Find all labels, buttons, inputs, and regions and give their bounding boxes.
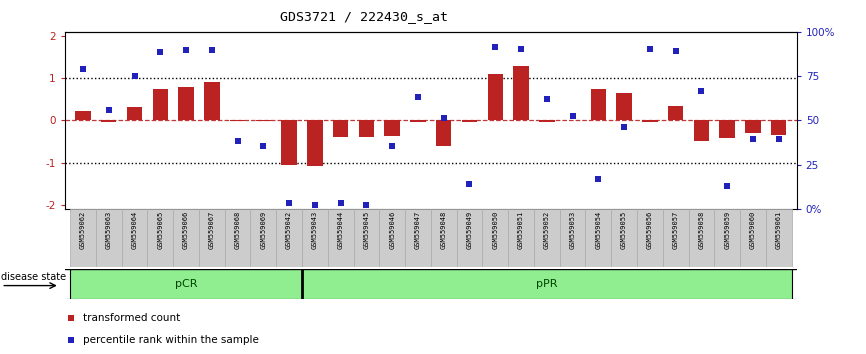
- Text: GSM559058: GSM559058: [698, 211, 704, 249]
- Text: GSM559067: GSM559067: [209, 211, 215, 249]
- Bar: [229, 120, 245, 121]
- Bar: [720, 120, 735, 138]
- Text: GSM559055: GSM559055: [621, 211, 627, 249]
- Bar: [714, 209, 740, 267]
- Bar: [771, 120, 786, 135]
- Text: GSM559046: GSM559046: [389, 211, 395, 249]
- Bar: [559, 209, 585, 267]
- Bar: [121, 209, 147, 267]
- Text: GSM559056: GSM559056: [647, 211, 653, 249]
- Bar: [617, 93, 632, 120]
- Bar: [430, 209, 456, 267]
- Bar: [611, 209, 637, 267]
- Text: GSM559069: GSM559069: [261, 211, 267, 249]
- Bar: [70, 269, 302, 299]
- Text: GSM559048: GSM559048: [441, 211, 447, 249]
- Bar: [585, 209, 611, 267]
- Text: GSM559066: GSM559066: [183, 211, 189, 249]
- Text: GSM559050: GSM559050: [492, 211, 498, 249]
- Bar: [224, 209, 250, 267]
- Bar: [662, 209, 688, 267]
- Bar: [327, 209, 353, 267]
- Bar: [255, 120, 271, 121]
- Bar: [281, 120, 297, 165]
- Text: percentile rank within the sample: percentile rank within the sample: [83, 335, 259, 345]
- Text: GSM559062: GSM559062: [80, 211, 86, 249]
- Text: GSM559054: GSM559054: [595, 211, 601, 249]
- Text: GSM559065: GSM559065: [158, 211, 164, 249]
- Text: GSM559049: GSM559049: [467, 211, 473, 249]
- Bar: [173, 209, 199, 267]
- Bar: [96, 209, 121, 267]
- Bar: [276, 209, 302, 267]
- Bar: [353, 209, 379, 267]
- Bar: [514, 65, 529, 120]
- Bar: [740, 209, 766, 267]
- Text: GSM559063: GSM559063: [106, 211, 112, 249]
- Text: GSM559057: GSM559057: [673, 211, 679, 249]
- Bar: [405, 209, 430, 267]
- Text: GSM559047: GSM559047: [415, 211, 421, 249]
- Bar: [766, 209, 792, 267]
- Bar: [591, 89, 606, 120]
- Bar: [302, 209, 327, 267]
- Bar: [307, 120, 323, 166]
- Bar: [152, 89, 168, 120]
- Text: GDS3721 / 222430_s_at: GDS3721 / 222430_s_at: [280, 10, 448, 23]
- Text: GSM559061: GSM559061: [776, 211, 782, 249]
- Bar: [75, 111, 91, 120]
- Bar: [199, 209, 224, 267]
- Bar: [462, 120, 477, 122]
- Bar: [178, 87, 194, 120]
- Bar: [147, 209, 173, 267]
- Bar: [410, 120, 426, 122]
- Bar: [250, 209, 276, 267]
- Bar: [668, 105, 683, 120]
- Text: GSM559064: GSM559064: [132, 211, 138, 249]
- Bar: [482, 209, 508, 267]
- Bar: [385, 120, 400, 136]
- Bar: [642, 120, 657, 122]
- Bar: [745, 120, 760, 133]
- Text: pPR: pPR: [536, 279, 558, 289]
- Text: GSM559042: GSM559042: [286, 211, 292, 249]
- Text: GSM559052: GSM559052: [544, 211, 550, 249]
- Text: GSM559059: GSM559059: [724, 211, 730, 249]
- Text: GSM559045: GSM559045: [364, 211, 370, 249]
- Bar: [359, 120, 374, 137]
- Text: GSM559051: GSM559051: [518, 211, 524, 249]
- Bar: [508, 209, 534, 267]
- Bar: [302, 269, 792, 299]
- Bar: [539, 120, 554, 122]
- Bar: [126, 107, 142, 120]
- Bar: [379, 209, 405, 267]
- Bar: [534, 209, 559, 267]
- Text: GSM559060: GSM559060: [750, 211, 756, 249]
- Bar: [456, 209, 482, 267]
- Bar: [637, 209, 662, 267]
- Text: pCR: pCR: [175, 279, 197, 289]
- Bar: [204, 81, 220, 120]
- Text: GSM559053: GSM559053: [570, 211, 576, 249]
- Bar: [488, 74, 503, 120]
- Bar: [70, 209, 96, 267]
- Text: disease state: disease state: [2, 272, 67, 281]
- Bar: [688, 209, 714, 267]
- Text: GSM559044: GSM559044: [338, 211, 344, 249]
- Bar: [694, 120, 709, 141]
- Bar: [101, 120, 117, 122]
- Bar: [436, 120, 451, 147]
- Bar: [333, 120, 348, 137]
- Text: transformed count: transformed count: [83, 313, 180, 323]
- Text: GSM559043: GSM559043: [312, 211, 318, 249]
- Text: GSM559068: GSM559068: [235, 211, 241, 249]
